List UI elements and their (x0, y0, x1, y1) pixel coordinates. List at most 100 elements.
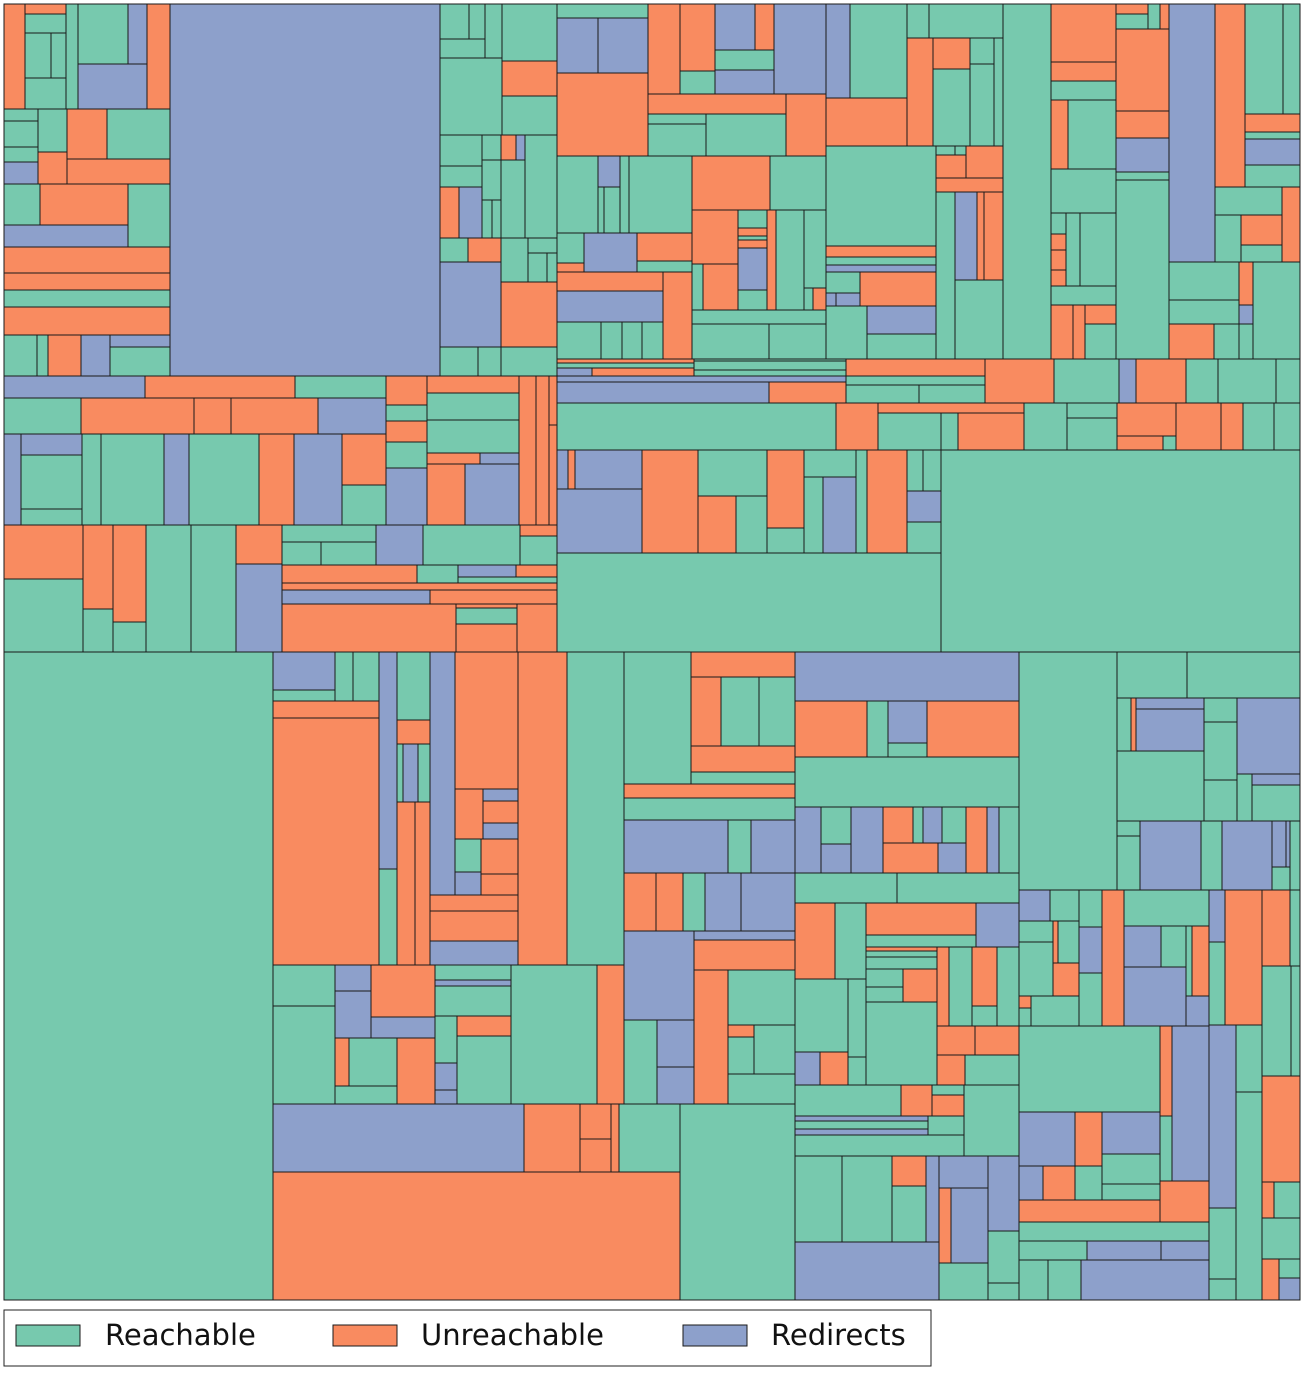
tile (169, 3, 441, 377)
tile (426, 419, 520, 454)
tile (1050, 168, 1117, 214)
tile (766, 449, 805, 529)
tile (429, 910, 519, 942)
tile (803, 476, 824, 554)
tile (882, 842, 939, 874)
tile (163, 433, 190, 526)
tile (1101, 889, 1125, 1027)
tile (1078, 926, 1103, 974)
tile (931, 1094, 965, 1117)
tile (491, 199, 502, 239)
tile (887, 700, 928, 744)
tile (348, 1037, 398, 1087)
tile (272, 717, 380, 966)
tile (820, 843, 852, 874)
tile (902, 968, 938, 1003)
tile (641, 321, 664, 360)
mosaic (3, 3, 1301, 1301)
tile (1018, 1199, 1161, 1223)
tile (517, 651, 568, 966)
tile (482, 788, 519, 802)
tile (1147, 3, 1161, 30)
tile (1074, 1165, 1103, 1201)
legend-label: Unreachable (421, 1318, 604, 1352)
tile (794, 700, 868, 758)
tile (1220, 402, 1244, 451)
tile (439, 261, 502, 348)
tile (597, 17, 649, 74)
tile (1080, 1259, 1210, 1301)
tile (501, 60, 558, 97)
tile (1002, 3, 1052, 360)
tile (77, 3, 129, 65)
tile (794, 1084, 902, 1117)
tile (737, 247, 768, 291)
tile (556, 362, 695, 369)
tile (1139, 820, 1202, 891)
tile (481, 199, 493, 239)
tile (426, 452, 481, 465)
tile (656, 1066, 695, 1105)
tile (1208, 1278, 1237, 1301)
tile (682, 872, 706, 932)
tile (1047, 1259, 1082, 1301)
legend-label: Redirects (771, 1318, 906, 1352)
tile (986, 806, 1000, 874)
tile (37, 151, 68, 185)
tile (385, 404, 428, 422)
legend: Reachable Unreachable Redirects (15, 1318, 906, 1352)
tile (714, 49, 775, 71)
tile (24, 77, 67, 110)
tile (434, 979, 512, 987)
tile (127, 183, 171, 248)
tile (1214, 186, 1283, 216)
tile (556, 262, 585, 273)
tile (556, 72, 649, 157)
tile (740, 872, 796, 932)
tile (794, 1155, 843, 1243)
tile (396, 719, 431, 745)
tile (865, 968, 904, 988)
tile (480, 838, 519, 875)
tile (3, 651, 274, 1301)
tile (727, 1024, 755, 1038)
tile (877, 402, 1025, 414)
tile (849, 3, 908, 99)
tile (794, 1241, 940, 1301)
tile (1271, 820, 1287, 868)
tile (773, 3, 827, 95)
tile (906, 37, 934, 147)
tile (825, 3, 851, 99)
tile (691, 309, 827, 325)
tile (865, 902, 977, 936)
tile (106, 108, 171, 160)
tile (825, 145, 937, 247)
tile (702, 263, 739, 311)
tile (965, 806, 988, 874)
tile (481, 134, 502, 161)
tile (766, 209, 777, 311)
tile (416, 564, 459, 584)
tile (1115, 110, 1170, 139)
tile (1244, 164, 1301, 188)
tile (835, 292, 861, 307)
tile (556, 381, 770, 404)
tile (825, 305, 868, 360)
tile (922, 449, 942, 492)
tile (938, 1155, 989, 1189)
tile (112, 524, 147, 623)
tile (429, 651, 456, 896)
tile (714, 69, 775, 95)
tile (850, 806, 884, 874)
tile (690, 771, 796, 785)
tile (510, 964, 598, 1105)
tile (641, 449, 699, 554)
tile (477, 346, 502, 377)
tile (1116, 402, 1177, 437)
tile (3, 120, 39, 148)
tile (548, 424, 558, 526)
tile (3, 306, 171, 336)
tile (1214, 3, 1246, 188)
tile (794, 1134, 965, 1157)
